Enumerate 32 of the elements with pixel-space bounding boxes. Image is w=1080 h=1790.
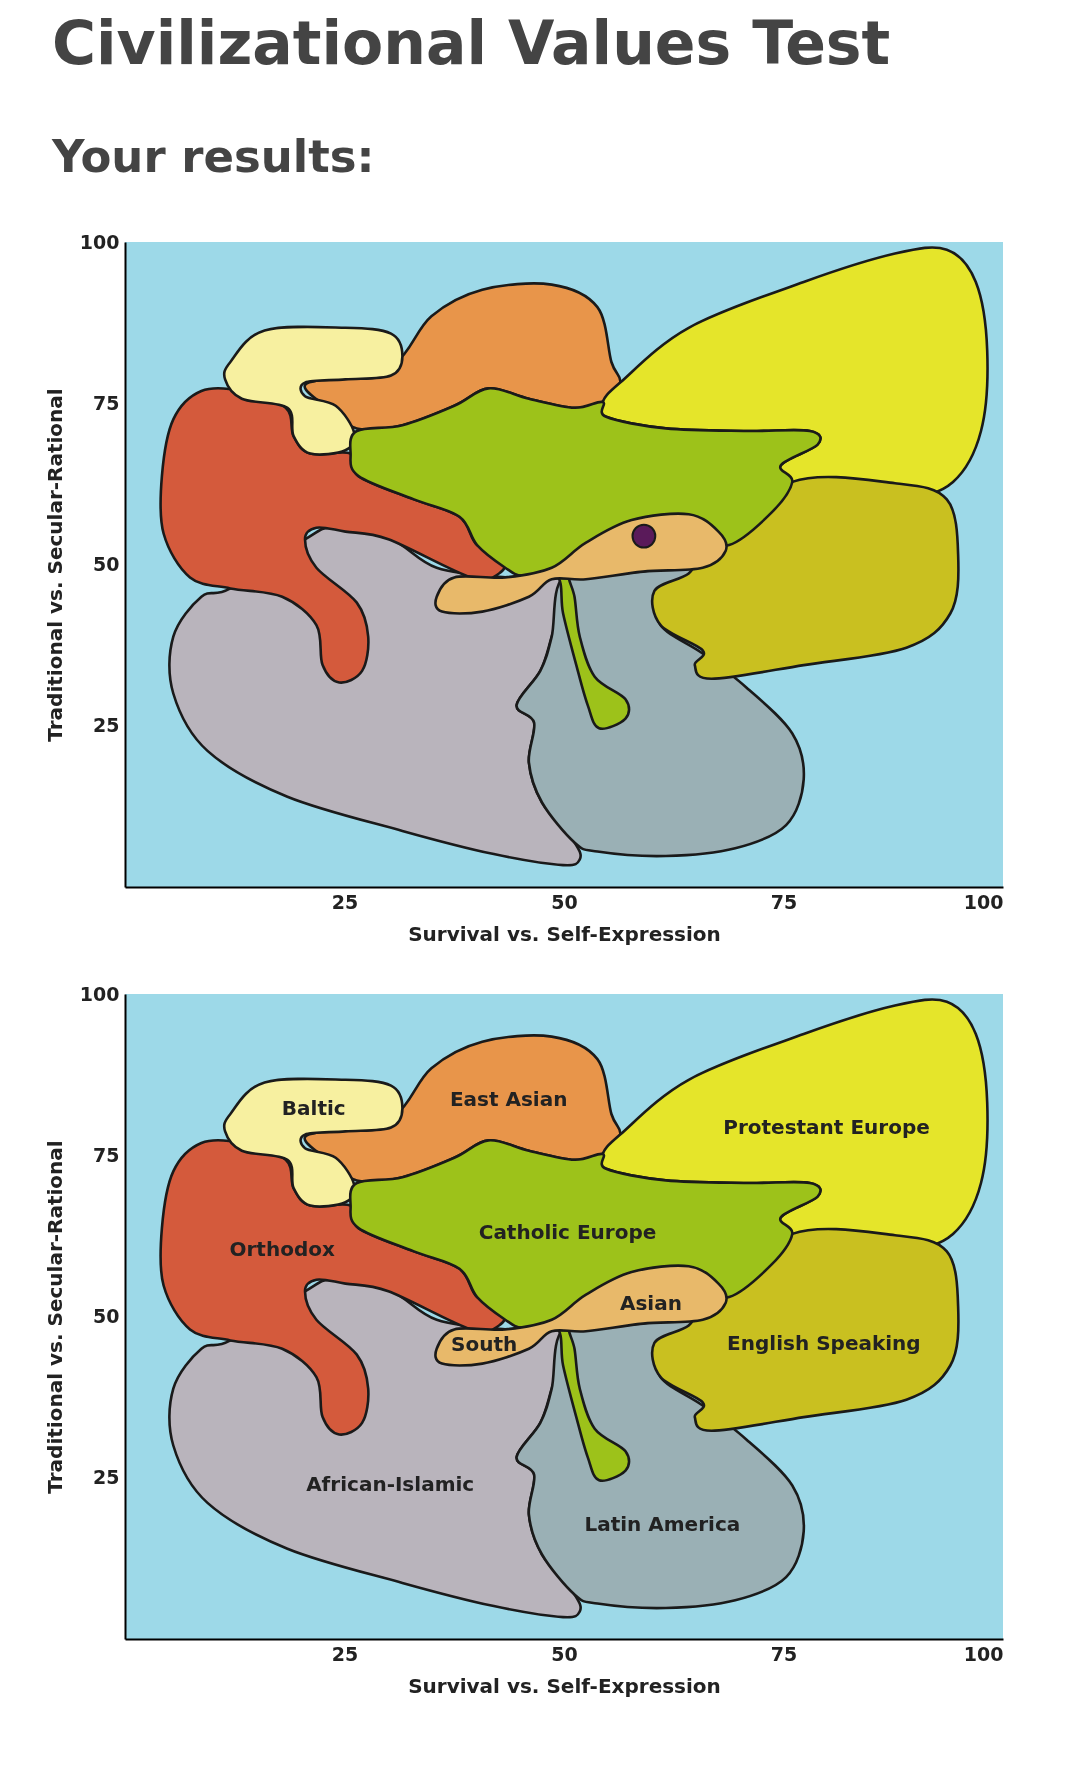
x-tick-label: 100 xyxy=(963,1642,1004,1665)
y-tick-label: 100 xyxy=(79,982,120,1005)
x-tick-label: 25 xyxy=(331,890,359,913)
annotation: Catholic Europe xyxy=(478,1220,657,1245)
x-tick-label: 50 xyxy=(551,890,578,913)
y-tick-label: 75 xyxy=(93,1143,120,1166)
y-tick-label: 50 xyxy=(93,553,120,575)
x-tick-label: 25 xyxy=(331,1642,359,1665)
x-tick-label: 100 xyxy=(963,890,1004,913)
annotation: South xyxy=(451,1331,518,1356)
y-tick-label: 25 xyxy=(93,714,120,737)
x-tick-label: 50 xyxy=(551,1642,578,1665)
y-tick-label: 75 xyxy=(93,391,120,414)
annotation: Asian xyxy=(619,1291,682,1316)
x-axis-title: Survival vs. Self-Expression xyxy=(408,921,721,946)
y-axis-title: Traditional vs. Secular-Rational xyxy=(42,1140,67,1494)
x-tick-label: 75 xyxy=(770,890,798,913)
chart-title: Civilizational Values Test xyxy=(52,8,892,78)
x-axis-title: Survival vs. Self-Expression xyxy=(408,1673,721,1698)
y-axis-title: Traditional vs. Secular-Rational xyxy=(42,388,67,742)
annotation: African-Islamic xyxy=(306,1471,475,1496)
y-tick-label: 100 xyxy=(79,230,120,253)
annotation: Orthodox xyxy=(229,1237,335,1262)
annotation: Latin America xyxy=(584,1512,741,1537)
annotation: Protestant Europe xyxy=(723,1114,930,1139)
annotation: East Asian xyxy=(449,1087,568,1112)
annotation: Baltic xyxy=(281,1096,346,1121)
y-tick-label: 25 xyxy=(93,1466,120,1489)
x-tick-label: 75 xyxy=(770,1642,798,1665)
y-tick-label: 50 xyxy=(93,1305,120,1327)
annotation: English Speaking xyxy=(727,1331,921,1356)
chart-subtitle: Your results: xyxy=(52,130,376,183)
